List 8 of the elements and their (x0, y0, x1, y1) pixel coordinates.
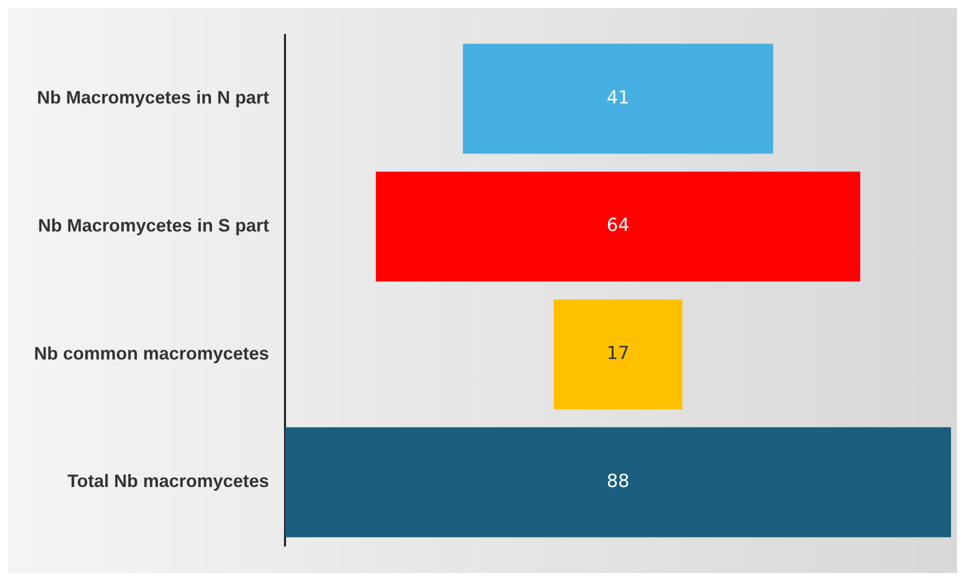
data-label: 41 (606, 87, 630, 108)
data-label: 88 (606, 470, 630, 492)
category-label: Total Nb macromycetes (67, 471, 270, 492)
category-label: Nb common macromycetes (34, 343, 270, 364)
category-label: Nb Macromycetes in N part (37, 88, 270, 108)
data-label: 64 (606, 215, 630, 236)
category-label: Nb Macromycetes in S part (38, 216, 270, 236)
data-label: 17 (606, 343, 630, 364)
